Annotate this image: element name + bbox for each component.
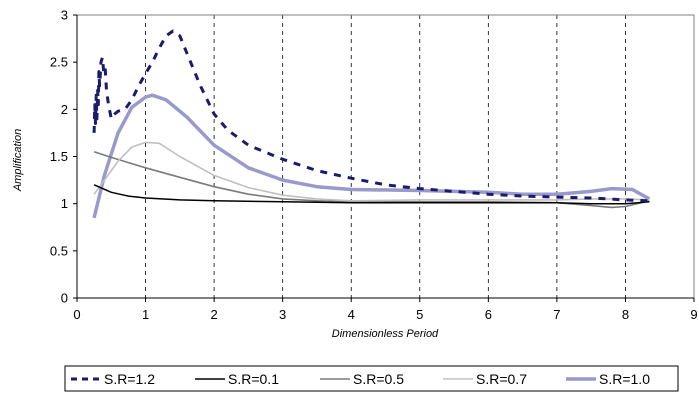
legend-label: S.R=0.5: [353, 371, 404, 387]
x-tick-label: 0: [73, 307, 80, 322]
series-line-s-r-0-7: [93, 141, 650, 202]
axes: [73, 14, 695, 302]
y-tick-label: 1.5: [50, 149, 68, 164]
y-tick-label: 3: [61, 8, 68, 23]
x-tick-label: 7: [553, 307, 560, 322]
x-tick-label: 2: [210, 307, 217, 322]
x-tick-label: 8: [622, 307, 629, 322]
series-line-s-r-0-5: [93, 151, 650, 209]
x-tick-label: 5: [416, 307, 423, 322]
y-tick-label: 2.5: [50, 55, 68, 70]
legend-label: S.R=1.0: [599, 371, 650, 387]
y-tick-label: 2: [61, 102, 68, 117]
x-tick-label: 6: [485, 307, 492, 322]
legend: S.R=1.2 S.R=0.1 S.R=0.5 S.R=0.7 S.R=1.0: [64, 365, 679, 392]
x-axis-title: Dimensionless Period: [332, 328, 439, 340]
series-line-s-r-1-0: [92, 93, 651, 219]
legend-label: S.R=1.2: [104, 371, 155, 387]
series-line-s-r-1-2: [92, 29, 650, 203]
plot-area: [76, 14, 695, 299]
grid-lines: [145, 15, 626, 298]
x-tick-label: 4: [348, 307, 355, 322]
x-tick-label: 1: [142, 307, 149, 322]
series-line-s-r-0-1: [93, 184, 650, 205]
legend-label: S.R=0.7: [476, 371, 527, 387]
x-tick-label: 3: [279, 307, 286, 322]
tick-labels: 0 1 2 3 4 5 6 7 8 9 0 0.5 1 1.5 2 2.5 3: [50, 8, 698, 323]
y-tick-label: 0.5: [50, 243, 68, 258]
y-tick-label: 0: [61, 291, 68, 306]
x-tick-label: 9: [690, 307, 697, 322]
y-axis-title: Amplification: [12, 129, 24, 192]
y-tick-label: 1: [61, 196, 68, 211]
legend-label: S.R=0.1: [228, 371, 279, 387]
series-lines: [92, 29, 651, 219]
